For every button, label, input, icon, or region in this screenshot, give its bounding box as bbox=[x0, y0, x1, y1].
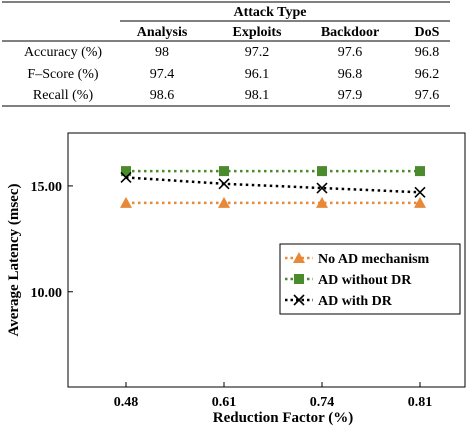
table-row-label: F–Score (%) bbox=[27, 67, 98, 82]
series-line-2 bbox=[125, 176, 421, 194]
data-point bbox=[120, 196, 132, 208]
table-col-header-backdoor: Backdoor bbox=[321, 25, 379, 40]
table-cell: 97.9 bbox=[338, 88, 363, 103]
x-ticks: 0.48 0.61 0.74 0.81 bbox=[114, 382, 433, 410]
data-point bbox=[415, 166, 425, 177]
legend-marker bbox=[293, 252, 305, 263]
table-cell: 96.8 bbox=[338, 67, 363, 82]
x-tick-label: 0.48 bbox=[114, 395, 139, 410]
table-row-label: Recall (%) bbox=[33, 88, 94, 103]
table-col-header-dos: DoS bbox=[415, 25, 440, 40]
legend-item: AD without DR bbox=[285, 273, 412, 288]
table-cell: 97.6 bbox=[338, 45, 363, 60]
data-point bbox=[219, 166, 229, 177]
legend-box bbox=[279, 243, 461, 315]
legend: No AD mechanism AD without DR AD with DR bbox=[279, 243, 461, 315]
data-point bbox=[218, 196, 230, 208]
table-cell: 98.6 bbox=[150, 88, 175, 103]
x-axis-label: Reduction Factor (%) bbox=[213, 410, 354, 426]
legend-label: AD with DR bbox=[318, 294, 393, 309]
data-point bbox=[316, 196, 328, 208]
data-point bbox=[317, 166, 327, 177]
plot-frame bbox=[67, 132, 466, 388]
table-col-header-exploits: Exploits bbox=[232, 25, 282, 40]
data-point bbox=[414, 186, 426, 198]
table-cell: 98.1 bbox=[245, 88, 270, 103]
legend-label: AD without DR bbox=[318, 273, 412, 288]
table-cell: 96.2 bbox=[415, 67, 440, 82]
series-layer bbox=[120, 166, 426, 208]
y-ticks: 15.00 10.00 bbox=[31, 180, 73, 301]
table-row-label: Accuracy (%) bbox=[24, 45, 102, 60]
table-cell: 97.6 bbox=[415, 88, 440, 103]
legend-item: No AD mechanism bbox=[285, 252, 430, 267]
legend-item: AD with DR bbox=[285, 294, 393, 309]
table-cell: 96.1 bbox=[245, 67, 270, 82]
x-tick-label: 0.74 bbox=[310, 395, 335, 410]
data-point bbox=[316, 182, 328, 194]
y-axis-label: Average Latency (msec) bbox=[6, 184, 22, 337]
y-tick-label: 10.00 bbox=[31, 286, 63, 301]
legend-marker bbox=[294, 274, 304, 284]
results-table: Attack Type Analysis Exploits Backdoor D… bbox=[2, 1, 450, 107]
table-group-header: Attack Type bbox=[234, 5, 307, 20]
table-cell: 97.2 bbox=[245, 45, 270, 60]
table-cell: 98 bbox=[155, 45, 169, 60]
data-point bbox=[218, 178, 230, 190]
x-tick-label: 0.81 bbox=[408, 395, 433, 410]
legend-marker bbox=[293, 294, 305, 306]
data-point bbox=[120, 171, 132, 184]
table-col-header-analysis: Analysis bbox=[137, 25, 188, 40]
y-tick-label: 15.00 bbox=[31, 180, 63, 195]
data-point bbox=[414, 196, 426, 208]
legend-label: No AD mechanism bbox=[318, 252, 430, 267]
table-cell: 96.8 bbox=[415, 45, 440, 60]
latency-chart: Average Latency (msec) Reduction Factor … bbox=[6, 132, 466, 426]
table-cell: 97.4 bbox=[150, 67, 175, 82]
x-tick-label: 0.61 bbox=[212, 395, 237, 410]
data-point bbox=[121, 166, 131, 177]
